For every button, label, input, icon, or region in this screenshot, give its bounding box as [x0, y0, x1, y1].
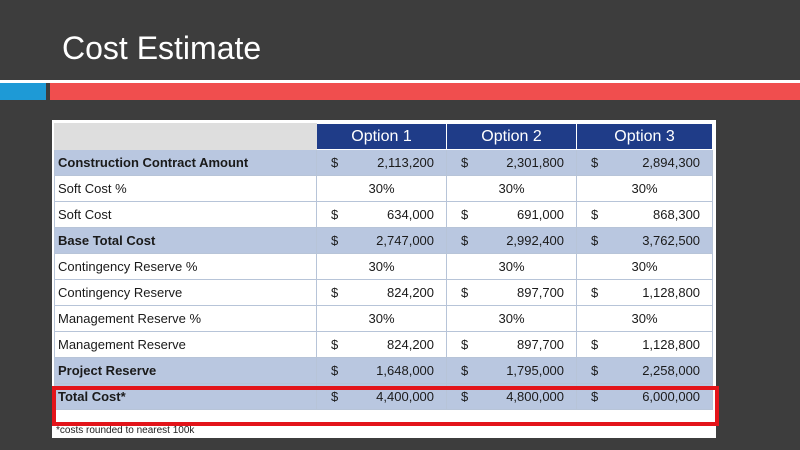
cell-value-option-2: 897,700: [486, 331, 578, 358]
cell-percent-option-1: 30%: [315, 175, 448, 202]
table-row: Management Reserve % 30% 30% 30%: [54, 305, 714, 332]
row-label: Management Reserve %: [54, 305, 317, 332]
header-option-3: Option 3: [576, 123, 714, 150]
table-row: Base Total Cost $2,747,000 $2,992,400 $3,76…: [54, 227, 714, 254]
cell-value-option-1: 824,200: [356, 279, 448, 306]
cell-percent-option-1: 30%: [315, 305, 448, 332]
currency-symbol: $: [446, 357, 487, 384]
row-label: Contingency Reserve %: [54, 253, 317, 280]
header-corner: [54, 123, 317, 150]
row-label: Management Reserve: [54, 331, 317, 358]
cell-value-option-2: 2,301,800: [486, 149, 578, 176]
currency-symbol: $: [446, 331, 487, 358]
cell-percent-option-3: 30%: [576, 253, 714, 280]
cell-percent-option-2: 30%: [446, 175, 578, 202]
title-divider: [0, 80, 800, 83]
cell-value-option-1: 2,747,000: [356, 227, 448, 254]
header-row: Option 1 Option 2 Option 3: [54, 123, 714, 150]
cell-value-option-2: 2,992,400: [486, 227, 578, 254]
cost-estimate-table: Option 1 Option 2 Option 3 Construction …: [54, 123, 714, 410]
currency-symbol: $: [576, 201, 617, 228]
currency-symbol: $: [446, 227, 487, 254]
currency-symbol: $: [446, 149, 487, 176]
cell-value-option-2: 897,700: [486, 279, 578, 306]
row-label: Construction Contract Amount: [54, 149, 317, 176]
table-row: Project Reserve $1,648,000 $1,795,000 $2,25…: [54, 357, 714, 384]
currency-symbol: $: [316, 227, 357, 254]
row-label: Project Reserve: [54, 357, 317, 384]
cell-percent-option-3: 30%: [576, 305, 714, 332]
row-label: Soft Cost: [54, 201, 317, 228]
currency-symbol: $: [446, 279, 487, 306]
table-row: Construction Contract Amount $2,113,200 $2…: [54, 149, 714, 176]
cell-percent-option-2: 30%: [446, 253, 578, 280]
table-row: Contingency Reserve % 30% 30% 30%: [54, 253, 714, 280]
cell-value-option-2: 691,000: [486, 201, 578, 228]
table-row: Contingency Reserve $824,200 $897,700 $1,12…: [54, 279, 714, 306]
currency-symbol: $: [316, 201, 357, 228]
accent-bar-red: [50, 83, 800, 100]
currency-symbol: $: [446, 201, 487, 228]
table-row: Management Reserve $824,200 $897,700 $1,128…: [54, 331, 714, 358]
header-option-2: Option 2: [446, 123, 578, 150]
row-label: Contingency Reserve: [54, 279, 317, 306]
currency-symbol: $: [316, 279, 357, 306]
footnote: *costs rounded to nearest 100k: [56, 425, 195, 436]
table-row: Soft Cost % 30% 30% 30%: [54, 175, 714, 202]
cell-value-option-1: 1,648,000: [356, 357, 448, 384]
currency-symbol: $: [576, 357, 617, 384]
row-label: Base Total Cost: [54, 227, 317, 254]
total-cost-highlight-box: [52, 386, 719, 426]
cell-value-option-1: 2,113,200: [356, 149, 448, 176]
cell-value-option-1: 634,000: [356, 201, 448, 228]
cell-percent-option-3: 30%: [576, 175, 714, 202]
currency-symbol: $: [316, 149, 357, 176]
header-option-1: Option 1: [315, 123, 448, 150]
currency-symbol: $: [316, 357, 357, 384]
cell-percent-option-2: 30%: [446, 305, 578, 332]
table-row: Soft Cost $634,000 $691,000 $868,300: [54, 201, 714, 228]
accent-bar-blue: [0, 83, 46, 100]
cell-value-option-3: 1,128,800: [616, 331, 714, 358]
currency-symbol: $: [576, 331, 617, 358]
slide-title: Cost Estimate: [62, 30, 262, 66]
cell-value-option-3: 868,300: [616, 201, 714, 228]
cell-value-option-3: 1,128,800: [616, 279, 714, 306]
cell-value-option-2: 1,795,000: [486, 357, 578, 384]
currency-symbol: $: [316, 331, 357, 358]
currency-symbol: $: [576, 279, 617, 306]
cell-value-option-3: 3,762,500: [616, 227, 714, 254]
cell-percent-option-1: 30%: [315, 253, 448, 280]
cell-value-option-1: 824,200: [356, 331, 448, 358]
row-label: Soft Cost %: [54, 175, 317, 202]
currency-symbol: $: [576, 227, 617, 254]
cell-value-option-3: 2,894,300: [616, 149, 714, 176]
currency-symbol: $: [576, 149, 617, 176]
cell-value-option-3: 2,258,000: [616, 357, 714, 384]
